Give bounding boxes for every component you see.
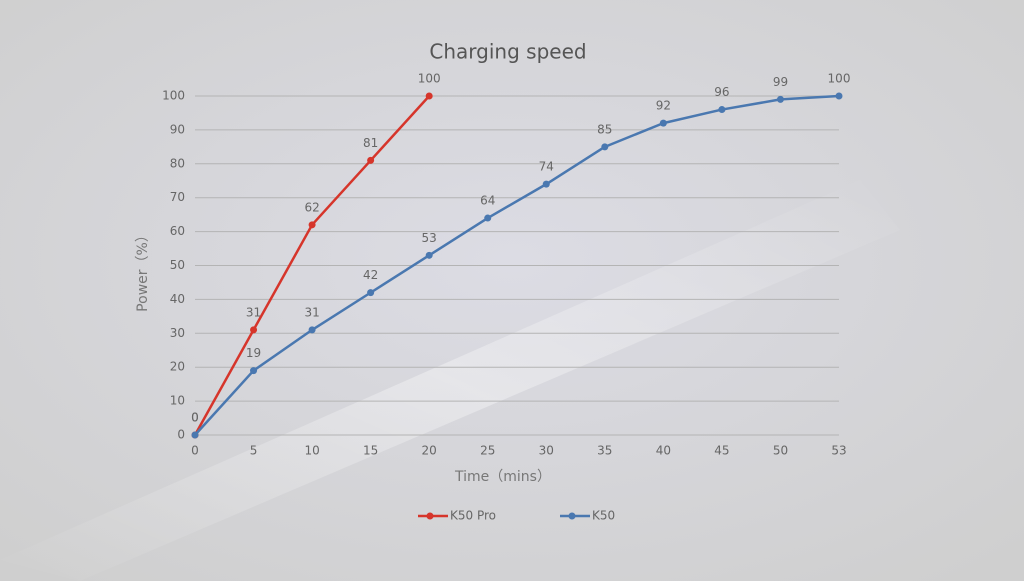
y-tick-label: 0 xyxy=(177,428,185,442)
data-label: 0 xyxy=(191,411,199,425)
x-tick-label: 50 xyxy=(773,444,788,458)
data-point xyxy=(191,431,199,439)
data-point xyxy=(425,251,433,259)
legend-label: K50 xyxy=(592,509,615,523)
data-point xyxy=(659,119,667,127)
y-tick-label: 80 xyxy=(170,156,185,170)
data-label: 74 xyxy=(539,160,554,174)
chart-title: Charging speed xyxy=(429,40,586,64)
x-axis-title: Time（mins） xyxy=(454,469,551,485)
x-tick-label: 10 xyxy=(304,444,319,458)
data-label: 96 xyxy=(714,85,729,99)
data-point xyxy=(367,156,375,164)
x-tick-label: 45 xyxy=(714,444,729,458)
y-tick-label: 90 xyxy=(170,122,185,136)
data-label: 31 xyxy=(304,305,319,319)
x-tick-label: 25 xyxy=(480,444,495,458)
data-point xyxy=(250,326,258,334)
legend-label: K50 Pro xyxy=(450,509,496,523)
data-label: 42 xyxy=(363,268,378,282)
data-label: 100 xyxy=(828,72,851,86)
y-tick-label: 100 xyxy=(162,89,185,103)
x-tick-label: 30 xyxy=(539,444,554,458)
data-label: 62 xyxy=(304,200,319,214)
x-tick-label: 35 xyxy=(597,444,612,458)
glare xyxy=(0,180,900,581)
data-point xyxy=(308,221,316,229)
legend-marker xyxy=(568,512,576,520)
y-tick-label: 10 xyxy=(170,394,185,408)
data-point xyxy=(542,180,550,188)
y-tick-label: 20 xyxy=(170,360,185,374)
data-label: 81 xyxy=(363,136,378,150)
data-point xyxy=(835,92,843,100)
x-tick-label: 15 xyxy=(363,444,378,458)
data-point xyxy=(601,143,609,151)
data-label: 100 xyxy=(418,72,441,86)
data-label: 19 xyxy=(246,346,261,360)
legend-marker xyxy=(426,512,434,520)
data-label: 85 xyxy=(597,122,612,136)
data-label: 0 xyxy=(191,411,199,425)
y-tick-label: 40 xyxy=(170,292,185,306)
series-line xyxy=(194,94,840,436)
data-point xyxy=(250,367,258,375)
y-tick-label: 30 xyxy=(170,326,185,340)
data-label: 99 xyxy=(773,75,788,89)
data-point xyxy=(776,95,784,103)
x-tick-label: 5 xyxy=(250,444,258,458)
y-tick-label: 60 xyxy=(170,224,185,238)
data-point xyxy=(718,106,726,114)
data-point xyxy=(425,92,433,100)
x-tick-label: 40 xyxy=(656,444,671,458)
data-label: 64 xyxy=(480,194,495,208)
data-point xyxy=(308,326,316,334)
y-axis-title: Power（%） xyxy=(135,228,151,312)
data-label: 53 xyxy=(422,231,437,245)
data-label: 31 xyxy=(246,305,261,319)
x-tick-label: 0 xyxy=(191,444,199,458)
x-tick-label: 20 xyxy=(422,444,437,458)
data-point xyxy=(367,289,375,297)
x-tick-label: 53 xyxy=(831,444,846,458)
data-point xyxy=(484,214,492,222)
data-label: 92 xyxy=(656,99,671,113)
y-tick-label: 70 xyxy=(170,190,185,204)
y-tick-label: 50 xyxy=(170,258,185,272)
